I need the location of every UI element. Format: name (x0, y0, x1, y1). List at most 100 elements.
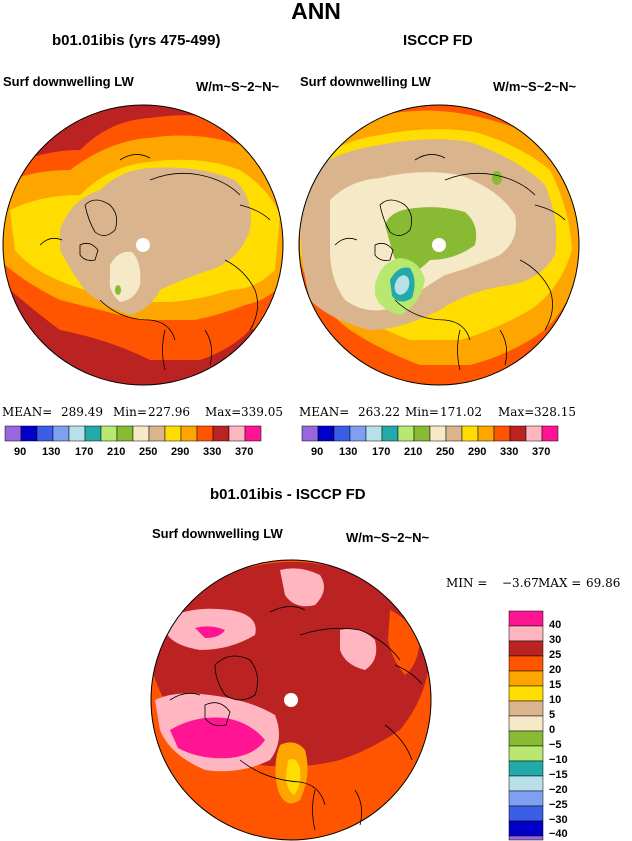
panel2-units: W/m~S~2~N~ (493, 79, 577, 94)
map1-outline (2, 104, 284, 386)
colorbar3-tick: 10 (549, 694, 562, 706)
colorbar2-box (365, 425, 383, 442)
map2-band-170 (394, 275, 410, 295)
colorbar2-tick: 130 (339, 446, 358, 458)
colorbar1-box (36, 425, 54, 442)
panel1-units: W/m~S~2~N~ (196, 79, 280, 94)
colorbar3-box (508, 700, 544, 717)
colorbar3-box (508, 655, 544, 672)
colorbar1-box (20, 425, 38, 442)
colorbar2-tick: 290 (468, 446, 487, 458)
panel1-title: b01.01ibis (yrs 475-499) (52, 32, 221, 49)
colorbar3-box (508, 715, 544, 732)
panel1-max: 339.05 (241, 405, 283, 419)
panel1-mean: 289.49 (61, 405, 103, 419)
map3-band-10 (286, 759, 301, 795)
colorbar3-box (508, 640, 544, 657)
colorbar3-box (508, 685, 544, 702)
colorbar3-tick: 15 (549, 679, 562, 691)
colorbar3-tick: −40 (549, 828, 568, 840)
colorbar2-box (349, 425, 367, 442)
colorbar3-box (508, 670, 544, 687)
colorbar1-box (84, 425, 102, 442)
colorbar1-tick: 370 (235, 446, 254, 458)
map1-band-230 (115, 285, 121, 295)
map3-band-40a (195, 626, 225, 638)
colorbar3-box (508, 775, 544, 792)
panel3-title: b01.01ibis - ISCCP FD (210, 486, 366, 503)
colorbar2-tick: 90 (311, 446, 324, 458)
colorbar3-box (508, 790, 544, 807)
map3-coastlines (169, 606, 423, 831)
colorbar2-box (445, 425, 463, 442)
panel2-mean: 263.22 (358, 405, 400, 419)
panel3-min-label: MIN = (446, 576, 488, 590)
colorbar3-box (508, 835, 544, 841)
colorbar3-tick: −10 (549, 754, 568, 766)
map1-coastlines (39, 154, 271, 371)
colorbar3-box (508, 805, 544, 822)
colorbar2-box (541, 425, 559, 442)
colorbar2-box (413, 425, 431, 442)
panel1-max-label: Max= (205, 405, 242, 419)
panel2-min: 171.02 (440, 405, 482, 419)
colorbar1-box (116, 425, 134, 442)
map3-band-20b (388, 610, 420, 675)
colorbar3 (508, 610, 544, 841)
panel2-max-label: Max= (498, 405, 535, 419)
colorbar1-tick: 290 (171, 446, 190, 458)
colorbar2-box (317, 425, 335, 442)
panel3-units: W/m~S~2~N~ (346, 530, 430, 545)
colorbar2 (301, 425, 559, 442)
colorbar2-tick: 170 (372, 446, 391, 458)
colorbar2-box (301, 425, 319, 442)
colorbar2-box (525, 425, 543, 442)
map3-pole (284, 693, 298, 707)
map2-coastlines (334, 154, 566, 371)
colorbar3-box (508, 820, 544, 837)
colorbar3-tick: −15 (549, 769, 568, 781)
colorbar3-tick: 5 (549, 709, 556, 721)
map2-band-230 (385, 207, 477, 275)
colorbar2-box (509, 425, 527, 442)
map1-pole (136, 238, 150, 252)
map3-band-30b (280, 568, 324, 607)
colorbar3-box (508, 625, 544, 642)
colorbar2-box (429, 425, 447, 442)
colorbar1 (4, 425, 262, 442)
colorbar1-box (180, 425, 198, 442)
panel1-min: 227.96 (148, 405, 190, 419)
colorbar3-tick: 25 (549, 649, 562, 661)
panel2-title: ISCCP FD (403, 32, 473, 49)
colorbar1-box (212, 425, 230, 442)
panel2-min-label: Min= (405, 405, 439, 419)
panel1-min-label: Min= (113, 405, 147, 419)
colorbar3-tick: 0 (549, 724, 556, 736)
colorbar3-tick: −30 (549, 814, 568, 826)
map3-outline (150, 559, 432, 841)
colorbar2-box (477, 425, 495, 442)
colorbar3-box (508, 745, 544, 762)
colorbar3-box (508, 760, 544, 777)
panel1-variable: Surf downwelling LW (3, 74, 134, 89)
map2-outline (298, 104, 580, 386)
panel2-variable: Surf downwelling LW (300, 74, 431, 89)
colorbar3-tick: −25 (549, 799, 568, 811)
colorbar2-box (333, 425, 351, 442)
colorbar2-tick: 250 (436, 446, 455, 458)
panel3-max: 69.86 (586, 576, 621, 590)
colorbar1-box (100, 425, 118, 442)
colorbar1-box (52, 425, 70, 442)
colorbar1-box (148, 425, 166, 442)
map1-band-270 (60, 167, 251, 315)
panel2-mean-label: MEAN= (299, 405, 350, 419)
main-title: ANN (291, 0, 341, 24)
panel3-variable: Surf downwelling LW (152, 526, 283, 541)
colorbar2-box (381, 425, 399, 442)
panel1-mean-label: MEAN= (2, 405, 53, 419)
colorbar1-tick: 330 (203, 446, 222, 458)
colorbar3-tick: 20 (549, 664, 562, 676)
colorbar3-box (508, 730, 544, 747)
colorbar3-tick: 30 (549, 634, 562, 646)
